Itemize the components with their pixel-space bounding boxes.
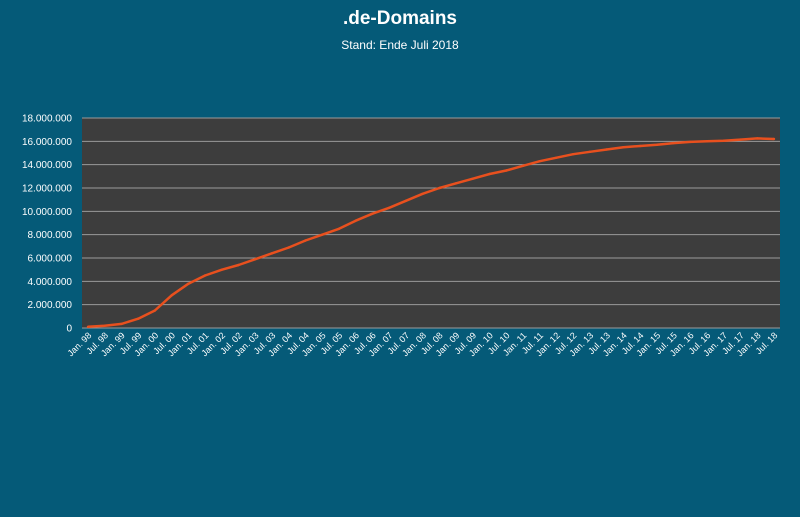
y-tick-label: 6.000.000 [28, 254, 73, 265]
data-point [103, 324, 106, 327]
data-point [521, 164, 525, 168]
plot-area [82, 118, 780, 328]
y-tick-label: 0 [66, 324, 72, 335]
data-point [387, 206, 391, 210]
y-tick-label: 2.000.000 [28, 300, 73, 311]
data-point [438, 186, 441, 190]
data-point [622, 145, 625, 149]
data-point [136, 317, 140, 320]
y-axis: 0 2.000.000 4.000.000 6.000.000 8.000.000 10.… [22, 114, 73, 335]
data-point [203, 274, 207, 277]
data-point [404, 199, 408, 203]
data-point [153, 309, 157, 312]
data-point [337, 227, 341, 231]
data-point [505, 169, 508, 172]
y-tick-label: 18.000.000 [22, 114, 72, 125]
data-point [705, 140, 709, 143]
chart-subtitle: Stand: Ende Juli 2018 [341, 38, 459, 52]
y-tick-label: 4.000.000 [28, 277, 73, 288]
data-point [638, 144, 642, 148]
y-tick-label: 16.000.000 [22, 137, 72, 148]
data-point [237, 263, 240, 267]
data-point [655, 143, 659, 147]
series-line [87, 137, 775, 329]
data-point [220, 268, 224, 271]
chart-title: .de-Domains [342, 8, 458, 29]
data-point [605, 148, 608, 151]
data-point [86, 325, 90, 329]
y-tick-label: 12.000.000 [22, 184, 72, 195]
data-point [304, 239, 307, 242]
data-point [689, 140, 692, 144]
gridlines [82, 117, 780, 329]
data-point [371, 212, 374, 215]
data-point [572, 152, 575, 156]
series-group [86, 137, 776, 329]
data-point [354, 219, 357, 222]
data-point [672, 141, 675, 145]
data-point [187, 282, 190, 285]
data-point [488, 172, 491, 176]
data-point [756, 137, 759, 140]
y-tick-label: 14.000.000 [22, 160, 72, 171]
data-point [287, 246, 290, 249]
data-point [421, 192, 424, 196]
data-point [538, 159, 541, 163]
data-point [270, 252, 274, 255]
y-tick-label: 10.000.000 [22, 207, 72, 218]
data-point [254, 257, 257, 261]
data-point [321, 233, 324, 236]
data-point [555, 156, 558, 159]
data-point [588, 150, 592, 154]
data-point [120, 322, 123, 326]
y-tick-label: 8.000.000 [28, 230, 73, 241]
data-point [739, 138, 742, 141]
data-point [454, 182, 458, 185]
data-point [772, 137, 776, 141]
data-point [722, 139, 726, 142]
data-point [170, 294, 173, 297]
data-point [471, 177, 475, 180]
